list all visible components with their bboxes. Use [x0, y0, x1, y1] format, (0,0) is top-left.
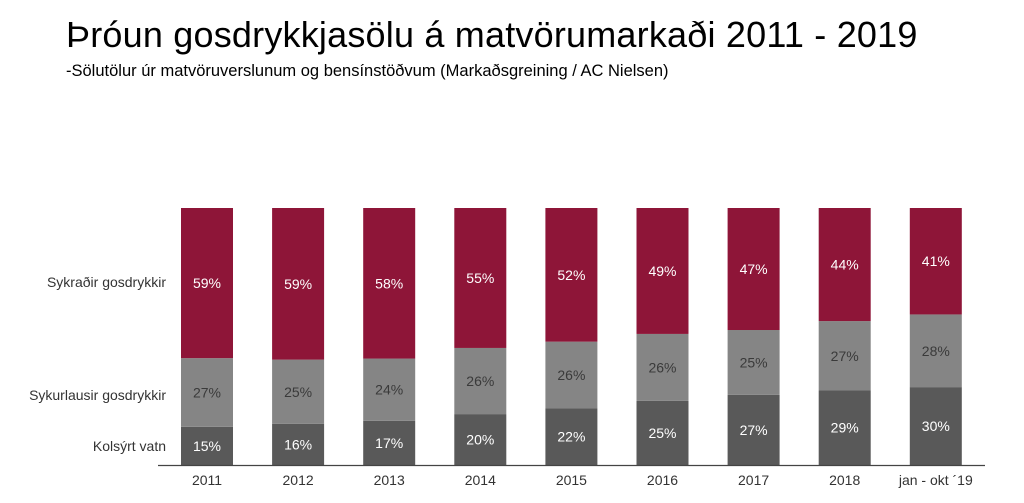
bar-segment-kolsyrt: [454, 414, 507, 465]
bar-segment-sykradir: [818, 208, 871, 322]
bar-segment-kolsyrt: [181, 426, 233, 465]
data-label-sykradir: 55%: [466, 270, 494, 286]
data-label-kolsyrt: 25%: [648, 425, 676, 441]
bar-segment-sykurlausir: [272, 359, 325, 424]
series-label-sykurlausir: Sykurlausir gosdrykkir: [29, 387, 166, 403]
bar-segment-kolsyrt: [272, 423, 325, 465]
series-label-kolsyrt: Kolsýrt vatn: [92, 438, 166, 454]
x-tick-label: 2015: [556, 472, 587, 488]
data-label-sykradir: 58%: [375, 275, 403, 291]
x-tick-label: jan - okt ´19: [898, 472, 973, 488]
data-label-kolsyrt: 27%: [740, 422, 768, 438]
data-label-sykradir: 59%: [193, 275, 221, 291]
chart-title: Þróun gosdrykkjasölu á matvörumarkaði 20…: [66, 14, 918, 55]
data-label-sykurlausir: 25%: [284, 384, 312, 400]
bar-segment-sykurlausir: [363, 358, 416, 421]
data-label-sykradir: 44%: [831, 257, 859, 273]
data-label-sykradir: 47%: [740, 261, 768, 277]
data-label-sykradir: 49%: [648, 263, 676, 279]
x-tick-label: 2012: [283, 472, 314, 488]
data-label-sykurlausir: 26%: [648, 359, 676, 375]
data-label-sykurlausir: 26%: [557, 367, 585, 383]
x-tick-label: 2018: [829, 472, 860, 488]
bar-segment-sykradir: [363, 208, 416, 359]
x-tick-label: 2013: [374, 472, 405, 488]
data-label-kolsyrt: 15%: [193, 438, 221, 454]
data-label-sykurlausir: 28%: [922, 343, 950, 359]
data-label-sykradir: 59%: [284, 276, 312, 292]
bar-segment-sykradir: [636, 208, 689, 334]
bar-segment-sykurlausir: [727, 330, 780, 395]
bar-segment-sykurlausir: [545, 341, 598, 409]
bar-segment-sykurlausir: [909, 314, 962, 388]
bar-segment-kolsyrt: [727, 394, 780, 465]
data-label-kolsyrt: 16%: [284, 436, 312, 452]
chart-subtitle: -Sölutölur úr matvöruverslunum og bensín…: [66, 62, 669, 80]
bar-segment-sykurlausir: [636, 333, 689, 401]
x-tick-label: 2011: [192, 472, 222, 488]
data-label-kolsyrt: 17%: [375, 435, 403, 451]
bar-segment-kolsyrt: [636, 400, 689, 465]
x-tick-label: 2017: [738, 472, 769, 488]
bar-segment-sykradir: [181, 208, 233, 359]
data-label-kolsyrt: 22%: [557, 429, 585, 445]
bar-segment-sykradir: [272, 208, 325, 360]
data-label-sykurlausir: 27%: [831, 348, 859, 364]
data-label-sykradir: 52%: [557, 267, 585, 283]
bar-segment-sykradir: [909, 208, 962, 315]
bar-segment-sykurlausir: [181, 358, 233, 427]
data-label-sykradir: 41%: [922, 253, 950, 269]
bar-segment-sykradir: [727, 208, 780, 331]
bar-segment-kolsyrt: [909, 387, 962, 465]
bar-segment-sykurlausir: [454, 347, 507, 415]
bar-segment-kolsyrt: [818, 390, 871, 465]
data-label-sykurlausir: 25%: [740, 354, 768, 370]
data-label-kolsyrt: 29%: [831, 420, 859, 436]
bar-segment-sykradir: [545, 208, 598, 342]
x-tick-label: 2014: [465, 472, 496, 488]
series-label-sykradir: Sykraðir gosdrykkir: [46, 274, 166, 290]
bar-segment-sykradir: [454, 208, 507, 348]
bar-segment-kolsyrt: [545, 408, 598, 465]
data-label-kolsyrt: 30%: [922, 418, 950, 434]
bar-segment-sykurlausir: [818, 321, 871, 391]
bar-segment-kolsyrt: [363, 420, 416, 465]
data-label-kolsyrt: 20%: [466, 432, 494, 448]
data-label-sykurlausir: 26%: [466, 373, 494, 389]
data-label-sykurlausir: 24%: [375, 382, 403, 398]
data-label-sykurlausir: 27%: [193, 384, 221, 400]
x-tick-label: 2016: [647, 472, 678, 488]
